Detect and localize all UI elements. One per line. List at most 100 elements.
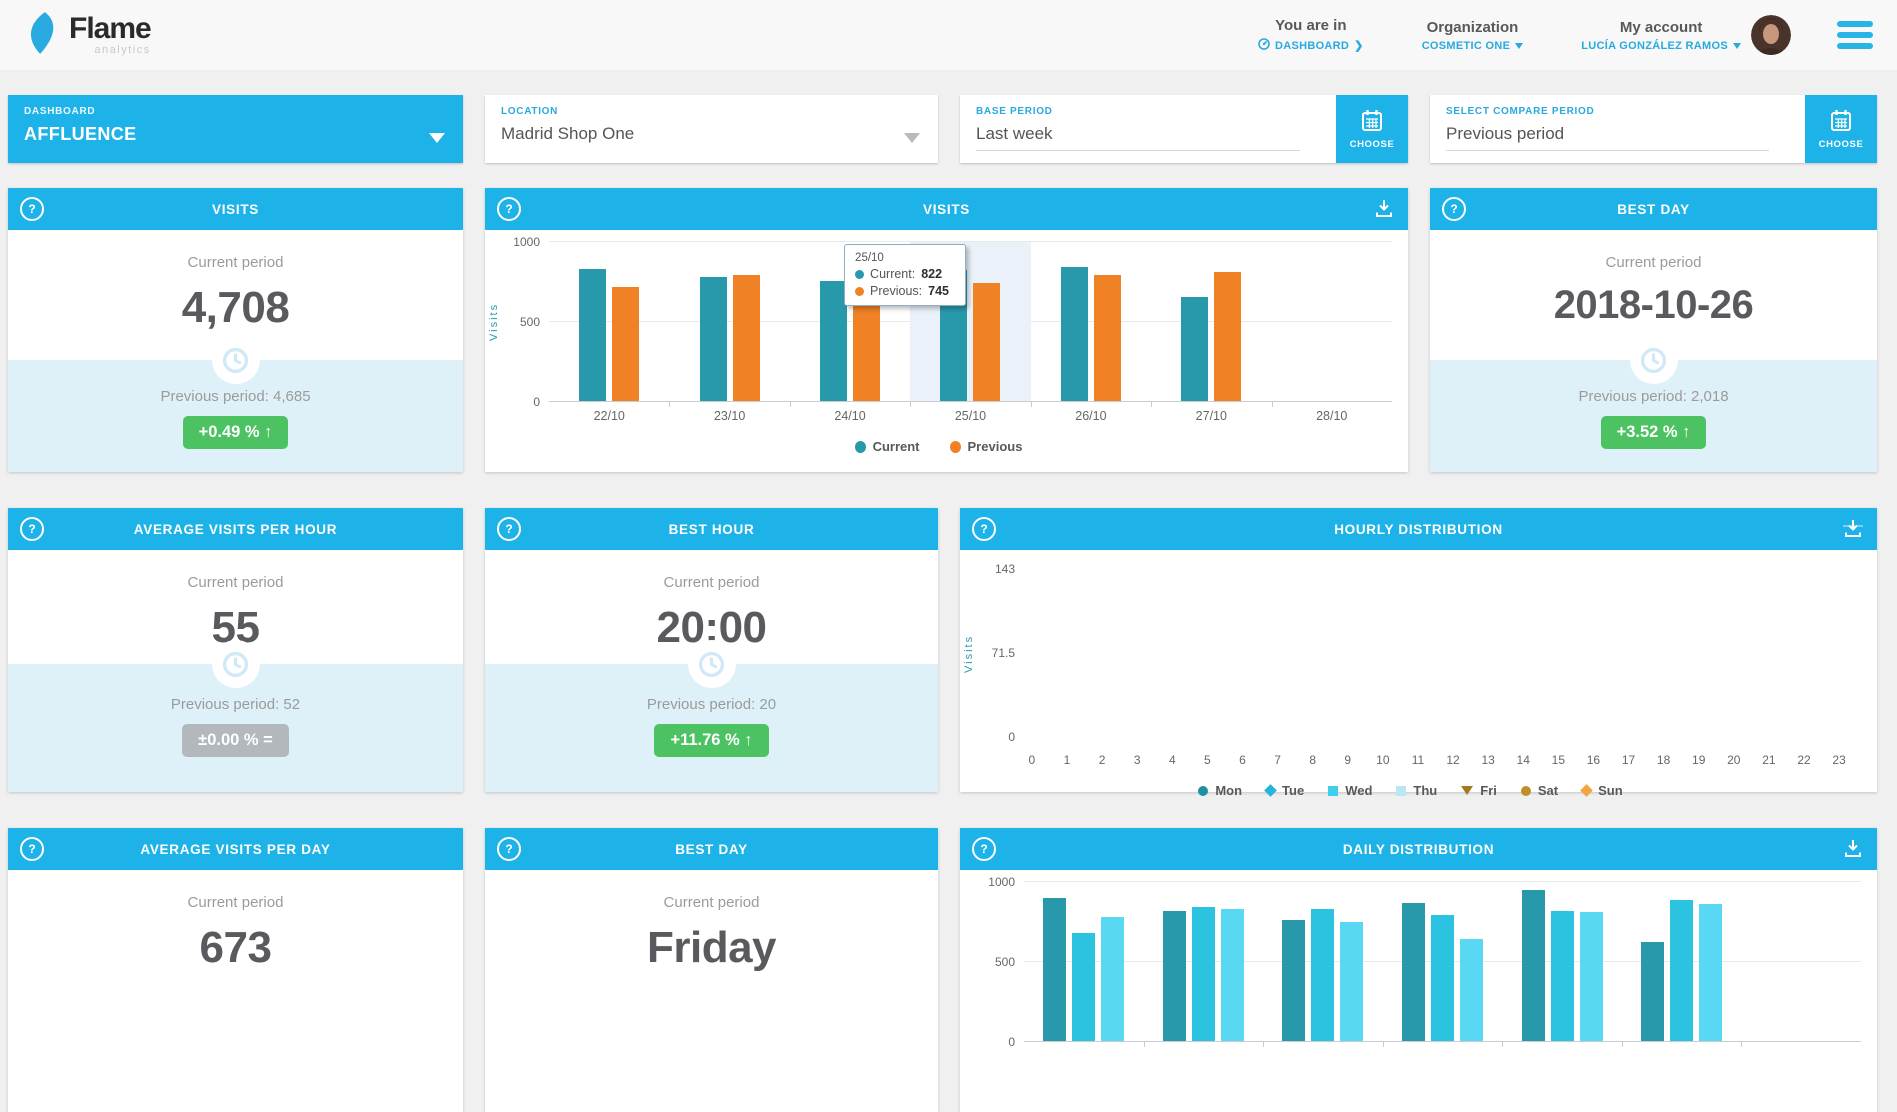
- x-tick-label: 18: [1656, 753, 1671, 767]
- previous-period-text: Previous period: 2,018: [1578, 388, 1729, 405]
- my-account: My account LUCÍA GONZÁLEZ RAMOS: [1581, 15, 1791, 55]
- help-icon[interactable]: ?: [972, 837, 996, 861]
- menu-button[interactable]: [1837, 21, 1873, 49]
- bar[interactable]: [1220, 909, 1244, 1041]
- y-tick-label: 143: [994, 562, 1015, 576]
- download-icon[interactable]: [1374, 198, 1394, 223]
- bar[interactable]: [1340, 921, 1364, 1041]
- change-badge: ±0.00 % =: [182, 724, 289, 757]
- bar[interactable]: [1214, 272, 1242, 401]
- x-tick-label: 11: [1411, 753, 1425, 767]
- period-label: Current period: [187, 894, 284, 911]
- bar[interactable]: [1402, 902, 1426, 1041]
- base-period-choose-button[interactable]: CHOOSE: [1336, 95, 1408, 163]
- legend-item[interactable]: Thu: [1396, 783, 1437, 798]
- change-badge: +3.52 % ↑: [1600, 416, 1707, 449]
- bar[interactable]: [1060, 266, 1088, 401]
- bar-group: [669, 242, 789, 401]
- bar[interactable]: [1311, 909, 1335, 1041]
- bar[interactable]: [579, 269, 607, 401]
- x-tick-label: 21: [1762, 753, 1776, 767]
- legend-item[interactable]: Previous: [949, 439, 1022, 454]
- legend-item[interactable]: Tue: [1264, 783, 1304, 798]
- legend-item[interactable]: Mon: [1198, 783, 1242, 798]
- bar[interactable]: [1550, 910, 1574, 1041]
- card-header: ? AVERAGE VISITS PER DAY: [8, 828, 463, 870]
- help-icon[interactable]: ?: [20, 197, 44, 221]
- legend-item[interactable]: Current: [854, 439, 920, 454]
- bar[interactable]: [1162, 910, 1186, 1041]
- download-icon[interactable]: [1843, 518, 1897, 699]
- bar[interactable]: [1521, 889, 1545, 1041]
- bar[interactable]: [612, 286, 640, 401]
- bar[interactable]: [1101, 916, 1125, 1041]
- help-icon[interactable]: ?: [497, 517, 521, 541]
- bar[interactable]: [1043, 897, 1067, 1041]
- change-badge: +0.49 % ↑: [182, 416, 289, 449]
- brand-logo[interactable]: Flame analytics: [24, 11, 152, 60]
- legend-item[interactable]: Sat: [1520, 783, 1558, 798]
- x-tick-label: 1: [1063, 753, 1071, 767]
- legend-item[interactable]: Wed: [1328, 783, 1372, 798]
- dashboard-selector-value: AFFLUENCE: [24, 124, 137, 144]
- visits-card: ? VISITS Current period 4,708 Previous p…: [8, 188, 463, 472]
- base-period-input[interactable]: Last week: [976, 124, 1300, 151]
- brand-name: Flame: [69, 12, 152, 45]
- bar[interactable]: [1282, 920, 1306, 1041]
- account-selector[interactable]: LUCÍA GONZÁLEZ RAMOS: [1581, 40, 1741, 52]
- help-icon[interactable]: ?: [497, 197, 521, 221]
- bar[interactable]: [1579, 912, 1603, 1041]
- bar[interactable]: [1191, 907, 1215, 1041]
- x-tick-label: 19: [1692, 753, 1706, 767]
- dashboard-selector[interactable]: DASHBOARD AFFLUENCE: [8, 95, 463, 163]
- location-selector[interactable]: LOCATION Madrid Shop One: [485, 95, 938, 163]
- bar[interactable]: [973, 282, 1001, 401]
- legend-item[interactable]: Fri: [1461, 783, 1497, 798]
- legend-marker: [1461, 786, 1474, 795]
- bar[interactable]: [1670, 899, 1694, 1041]
- bar[interactable]: [1072, 932, 1096, 1041]
- x-tick-label: 17: [1621, 753, 1636, 767]
- x-tick-label: 9: [1344, 753, 1352, 767]
- chevron-down-icon: [1733, 42, 1741, 49]
- best-day-bottom-card: ? BEST DAY Current period Friday: [485, 828, 938, 1112]
- bar[interactable]: [1181, 296, 1209, 401]
- card-title: HOURLY DISTRIBUTION: [1334, 521, 1503, 537]
- bar[interactable]: [1699, 904, 1723, 1041]
- bar[interactable]: [1460, 939, 1484, 1041]
- bar[interactable]: [732, 275, 760, 401]
- y-tick-label: 71.5: [991, 646, 1015, 660]
- clock-icon: [211, 640, 260, 688]
- x-tick-label: 8: [1309, 753, 1316, 767]
- help-icon[interactable]: ?: [972, 517, 996, 541]
- breadcrumb[interactable]: DASHBOARD ❯: [1258, 38, 1364, 53]
- bar[interactable]: [1641, 942, 1665, 1041]
- help-icon[interactable]: ?: [20, 517, 44, 541]
- brand-subtitle: analytics: [94, 44, 151, 56]
- compare-period-choose-button[interactable]: CHOOSE: [1805, 95, 1877, 163]
- compare-period-input[interactable]: Previous period: [1446, 124, 1769, 151]
- location-selector-label: LOCATION: [501, 106, 559, 117]
- legend-marker: [1198, 785, 1209, 796]
- bar[interactable]: [1431, 915, 1455, 1041]
- x-tick-label: 14: [1516, 753, 1530, 767]
- tooltip-row: Previous: 745: [855, 284, 955, 298]
- organization-label: Organization: [1426, 18, 1519, 36]
- line-chart: Visits 0 71.5 143 0 1 2 3 4 5 6 7 8 9 10 11 12 13 14 15 16…: [960, 550, 1877, 798]
- avatar[interactable]: [1751, 15, 1791, 55]
- bar[interactable]: [820, 280, 848, 401]
- x-tick-label: 25/10: [910, 401, 1030, 423]
- legend-item[interactable]: Sun: [1580, 783, 1623, 798]
- download-icon[interactable]: [1843, 838, 1863, 863]
- bar[interactable]: [1093, 275, 1121, 401]
- help-icon[interactable]: ?: [20, 837, 44, 861]
- best-hour-card: ? BEST HOUR Current period 20:00 Previou…: [485, 508, 938, 792]
- avg-visits-hour-card: ? AVERAGE VISITS PER HOUR Current period…: [8, 508, 463, 792]
- organization-selector[interactable]: COSMETIC ONE: [1422, 40, 1524, 52]
- help-icon[interactable]: ?: [497, 837, 521, 861]
- help-icon[interactable]: ?: [1442, 197, 1466, 221]
- caret-down-icon: [904, 133, 920, 143]
- x-tick-label: 2: [1098, 753, 1106, 767]
- x-tick-label: 10: [1376, 753, 1390, 767]
- bar[interactable]: [699, 276, 727, 401]
